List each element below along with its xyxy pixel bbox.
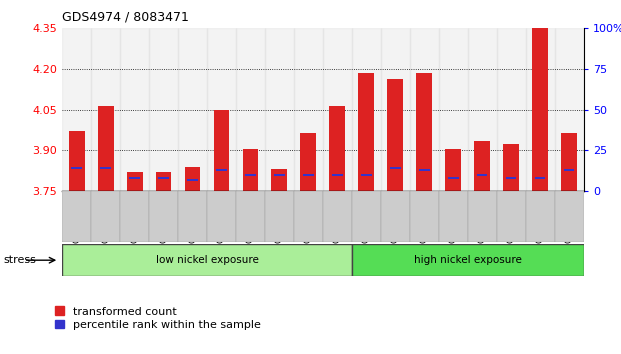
Bar	[381, 191, 410, 242]
Bar	[468, 191, 497, 242]
Bar	[214, 110, 229, 191]
Bar	[158, 177, 169, 179]
Bar	[323, 28, 352, 191]
Bar	[332, 174, 343, 176]
Bar	[236, 28, 265, 191]
Bar	[301, 133, 316, 191]
Bar	[69, 131, 84, 191]
Bar	[216, 169, 227, 171]
Bar	[497, 28, 526, 191]
Bar	[526, 28, 555, 191]
Bar	[390, 167, 401, 170]
Bar	[245, 174, 256, 176]
Bar	[358, 73, 374, 191]
Bar	[474, 141, 490, 191]
Bar	[178, 191, 207, 242]
Bar	[410, 28, 439, 191]
Bar	[242, 149, 258, 191]
Bar	[71, 167, 82, 170]
Bar	[62, 244, 352, 276]
Bar	[329, 106, 345, 191]
Bar	[155, 172, 171, 191]
Bar	[149, 191, 178, 242]
Text: stress: stress	[3, 255, 36, 265]
Bar	[62, 28, 91, 191]
Bar	[477, 174, 487, 176]
Bar	[178, 28, 207, 191]
Bar	[439, 191, 468, 242]
Bar	[91, 28, 120, 191]
Bar	[352, 244, 584, 276]
Bar	[265, 28, 294, 191]
Bar	[410, 191, 439, 242]
Bar	[97, 105, 114, 191]
Bar	[497, 191, 526, 242]
Bar	[388, 79, 404, 191]
Text: low nickel exposure: low nickel exposure	[156, 255, 258, 265]
Bar	[419, 169, 430, 171]
Bar	[532, 28, 548, 191]
Bar	[184, 167, 201, 191]
Bar	[506, 177, 517, 179]
Bar	[468, 28, 497, 191]
Bar	[555, 191, 584, 242]
Bar	[188, 179, 197, 181]
Bar	[564, 169, 574, 171]
Bar	[526, 191, 555, 242]
Text: high nickel exposure: high nickel exposure	[414, 255, 522, 265]
Bar	[120, 191, 149, 242]
Bar	[207, 191, 236, 242]
Text: GDS4974 / 8083471: GDS4974 / 8083471	[62, 11, 189, 24]
Bar	[294, 191, 323, 242]
Bar	[448, 177, 458, 179]
Bar	[381, 28, 410, 191]
Bar	[265, 191, 294, 242]
Bar	[274, 174, 284, 176]
Bar	[207, 28, 236, 191]
Bar	[127, 172, 142, 191]
Bar	[503, 144, 519, 191]
Bar	[439, 28, 468, 191]
Bar	[445, 149, 461, 191]
Bar	[62, 191, 91, 242]
Bar	[120, 28, 149, 191]
Bar	[91, 191, 120, 242]
Bar	[561, 133, 577, 191]
Bar	[294, 28, 323, 191]
Legend: transformed count, percentile rank within the sample: transformed count, percentile rank withi…	[55, 307, 261, 330]
Bar	[236, 191, 265, 242]
Bar	[352, 28, 381, 191]
Bar	[361, 174, 371, 176]
Bar	[416, 73, 432, 191]
Bar	[101, 167, 111, 170]
Bar	[129, 177, 140, 179]
Bar	[535, 177, 545, 179]
Bar	[323, 191, 352, 242]
Bar	[303, 174, 314, 176]
Bar	[555, 28, 584, 191]
Bar	[271, 170, 288, 191]
Bar	[352, 191, 381, 242]
Bar	[149, 28, 178, 191]
